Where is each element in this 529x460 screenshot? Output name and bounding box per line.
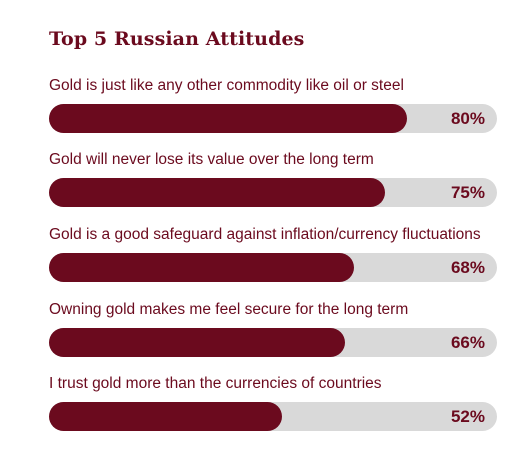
- bar-fill: [49, 178, 385, 207]
- bar-track: 80%: [49, 104, 497, 133]
- bar-track: 52%: [49, 402, 497, 431]
- bar-fill: [49, 104, 407, 133]
- bar-label: Owning gold makes me feel secure for the…: [49, 301, 409, 318]
- bar-label: I trust gold more than the currencies of…: [49, 375, 382, 392]
- bar-value-label: 80%: [450, 109, 485, 128]
- bar-item: I trust gold more than the currencies of…: [49, 375, 497, 431]
- bar-item: Gold will never lose its value over the …: [49, 151, 497, 207]
- bar-item: Gold is a good safeguard against inflati…: [49, 226, 497, 282]
- bar-track: 66%: [49, 328, 497, 357]
- chart-title: Top 5 Russian Attitudes: [49, 28, 305, 50]
- bar-value-label: 52%: [450, 407, 485, 426]
- bar-fill: [49, 253, 354, 282]
- bar-label: Gold is just like any other commodity li…: [49, 77, 404, 94]
- bar-fill: [49, 402, 282, 431]
- bar-label: Gold will never lose its value over the …: [49, 151, 374, 168]
- bar-item: Gold is just like any other commodity li…: [49, 77, 497, 133]
- bar-value-label: 68%: [450, 258, 485, 277]
- bar-value-label: 66%: [450, 333, 485, 352]
- bar-track: 68%: [49, 253, 497, 282]
- bar-value-label: 75%: [450, 183, 485, 202]
- bar-track: 75%: [49, 178, 497, 207]
- bar-item: Owning gold makes me feel secure for the…: [49, 301, 497, 357]
- bar-label: Gold is a good safeguard against inflati…: [49, 226, 481, 243]
- bar-fill: [49, 328, 345, 357]
